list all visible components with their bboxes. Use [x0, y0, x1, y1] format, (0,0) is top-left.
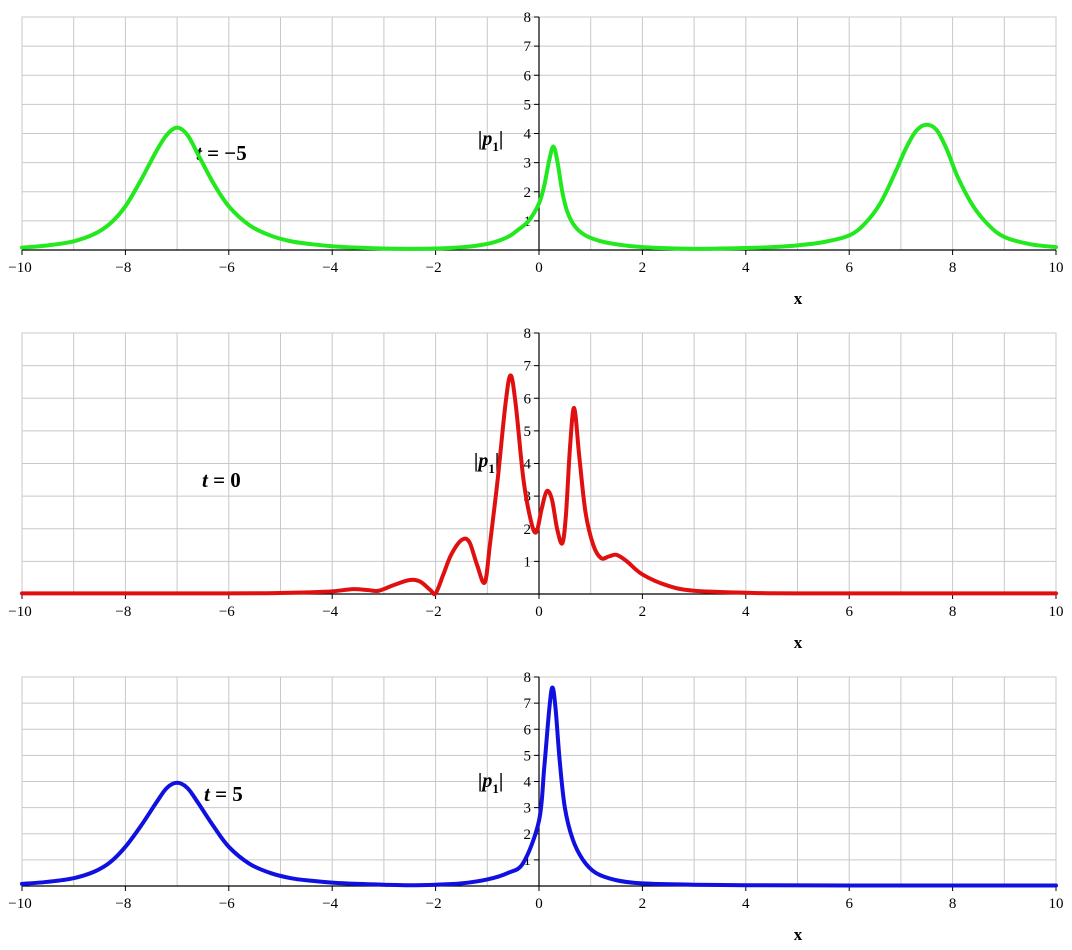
x-tick-label: 2: [639, 260, 647, 276]
x-tick-label: −8: [115, 604, 131, 620]
series-line: [20, 122, 1058, 251]
x-tick-label: 4: [742, 260, 750, 276]
x-tick-label: −10: [8, 604, 31, 620]
y-tick-label: 8: [524, 670, 532, 686]
x-tick-label: −6: [219, 896, 235, 912]
x-tick-label: 0: [535, 896, 543, 912]
y-tick-label: 2: [524, 827, 532, 843]
y-tick-label: 8: [524, 326, 532, 342]
x-tick-label: −8: [115, 896, 131, 912]
x-tick-label: −2: [426, 260, 442, 276]
y-tick-label: 6: [524, 722, 532, 738]
time-annotation: t = 5: [204, 782, 243, 806]
x-tick-label: 8: [949, 604, 957, 620]
y-tick-label: 3: [524, 801, 532, 817]
series-line: [20, 373, 1058, 597]
x-tick-label: 2: [639, 604, 647, 620]
x-tick-label: −4: [322, 604, 338, 620]
y-tick-label: 4: [524, 127, 532, 143]
x-tick-label: −10: [8, 260, 31, 276]
y-tick-label: 7: [524, 39, 532, 55]
x-axis-label: x: [794, 925, 803, 944]
y-tick-label: 4: [524, 775, 532, 791]
x-axis-label: x: [794, 289, 803, 308]
x-tick-label: −4: [322, 896, 338, 912]
x-tick-label: −4: [322, 260, 338, 276]
x-tick-label: 6: [845, 896, 853, 912]
x-tick-label: 10: [1049, 604, 1064, 620]
x-tick-label: 4: [742, 604, 750, 620]
x-tick-label: 2: [639, 896, 647, 912]
x-tick-label: 4: [742, 896, 750, 912]
x-tick-label: −6: [219, 260, 235, 276]
x-tick-label: 0: [535, 604, 543, 620]
x-tick-label: −10: [8, 896, 31, 912]
y-tick-label: 2: [524, 522, 532, 538]
y-tick-label: 5: [524, 748, 532, 764]
y-tick-label: 6: [524, 391, 532, 407]
y-tick-label: 3: [524, 156, 532, 172]
x-tick-label: 8: [949, 260, 957, 276]
x-tick-label: −2: [426, 896, 442, 912]
x-tick-label: −6: [219, 604, 235, 620]
x-tick-label: 8: [949, 896, 957, 912]
x-tick-label: 0: [535, 260, 543, 276]
x-tick-label: 6: [845, 260, 853, 276]
x-axis-label: x: [794, 633, 803, 652]
y-tick-label: 1: [524, 853, 532, 869]
x-tick-label: 10: [1049, 896, 1064, 912]
y-tick-label: 2: [524, 185, 532, 201]
y-axis-label: |p1|: [474, 450, 499, 476]
y-tick-label: 7: [524, 696, 532, 712]
y-tick-label: 5: [524, 424, 532, 440]
time-annotation: t = 0: [202, 468, 241, 492]
series-line: [20, 685, 1058, 888]
x-tick-label: 6: [845, 604, 853, 620]
y-tick-label: 4: [524, 457, 532, 473]
x-tick-label: −8: [115, 260, 131, 276]
y-tick-label: 6: [524, 68, 532, 84]
x-tick-label: 10: [1049, 260, 1064, 276]
y-tick-label: 5: [524, 97, 532, 113]
x-tick-label: −2: [426, 604, 442, 620]
y-tick-label: 7: [524, 359, 532, 375]
y-axis-label: |p1|: [478, 770, 503, 796]
y-tick-label: 8: [524, 10, 532, 26]
y-tick-label: 1: [524, 554, 532, 570]
y-axis-label: |p1|: [478, 128, 503, 154]
